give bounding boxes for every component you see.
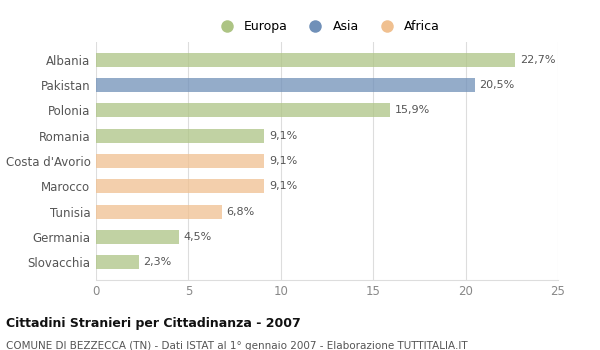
- Text: 9,1%: 9,1%: [269, 131, 297, 141]
- Bar: [96, 179, 264, 193]
- Text: 9,1%: 9,1%: [269, 156, 297, 166]
- Bar: [96, 154, 264, 168]
- Text: Cittadini Stranieri per Cittadinanza - 2007: Cittadini Stranieri per Cittadinanza - 2…: [6, 317, 301, 330]
- Text: COMUNE DI BEZZECCA (TN) - Dati ISTAT al 1° gennaio 2007 - Elaborazione TUTTITALI: COMUNE DI BEZZECCA (TN) - Dati ISTAT al …: [6, 341, 467, 350]
- Text: 20,5%: 20,5%: [479, 80, 515, 90]
- Bar: [96, 78, 475, 92]
- Bar: [96, 255, 139, 269]
- Bar: [96, 205, 221, 218]
- Legend: Europa, Asia, Africa: Europa, Asia, Africa: [209, 15, 445, 38]
- Text: 22,7%: 22,7%: [520, 55, 556, 65]
- Text: 15,9%: 15,9%: [394, 105, 430, 116]
- Bar: [96, 104, 390, 117]
- Bar: [96, 230, 179, 244]
- Text: 2,3%: 2,3%: [143, 257, 172, 267]
- Bar: [96, 53, 515, 67]
- Text: 6,8%: 6,8%: [226, 206, 254, 217]
- Text: 4,5%: 4,5%: [184, 232, 212, 242]
- Bar: [96, 129, 264, 143]
- Text: 9,1%: 9,1%: [269, 181, 297, 191]
